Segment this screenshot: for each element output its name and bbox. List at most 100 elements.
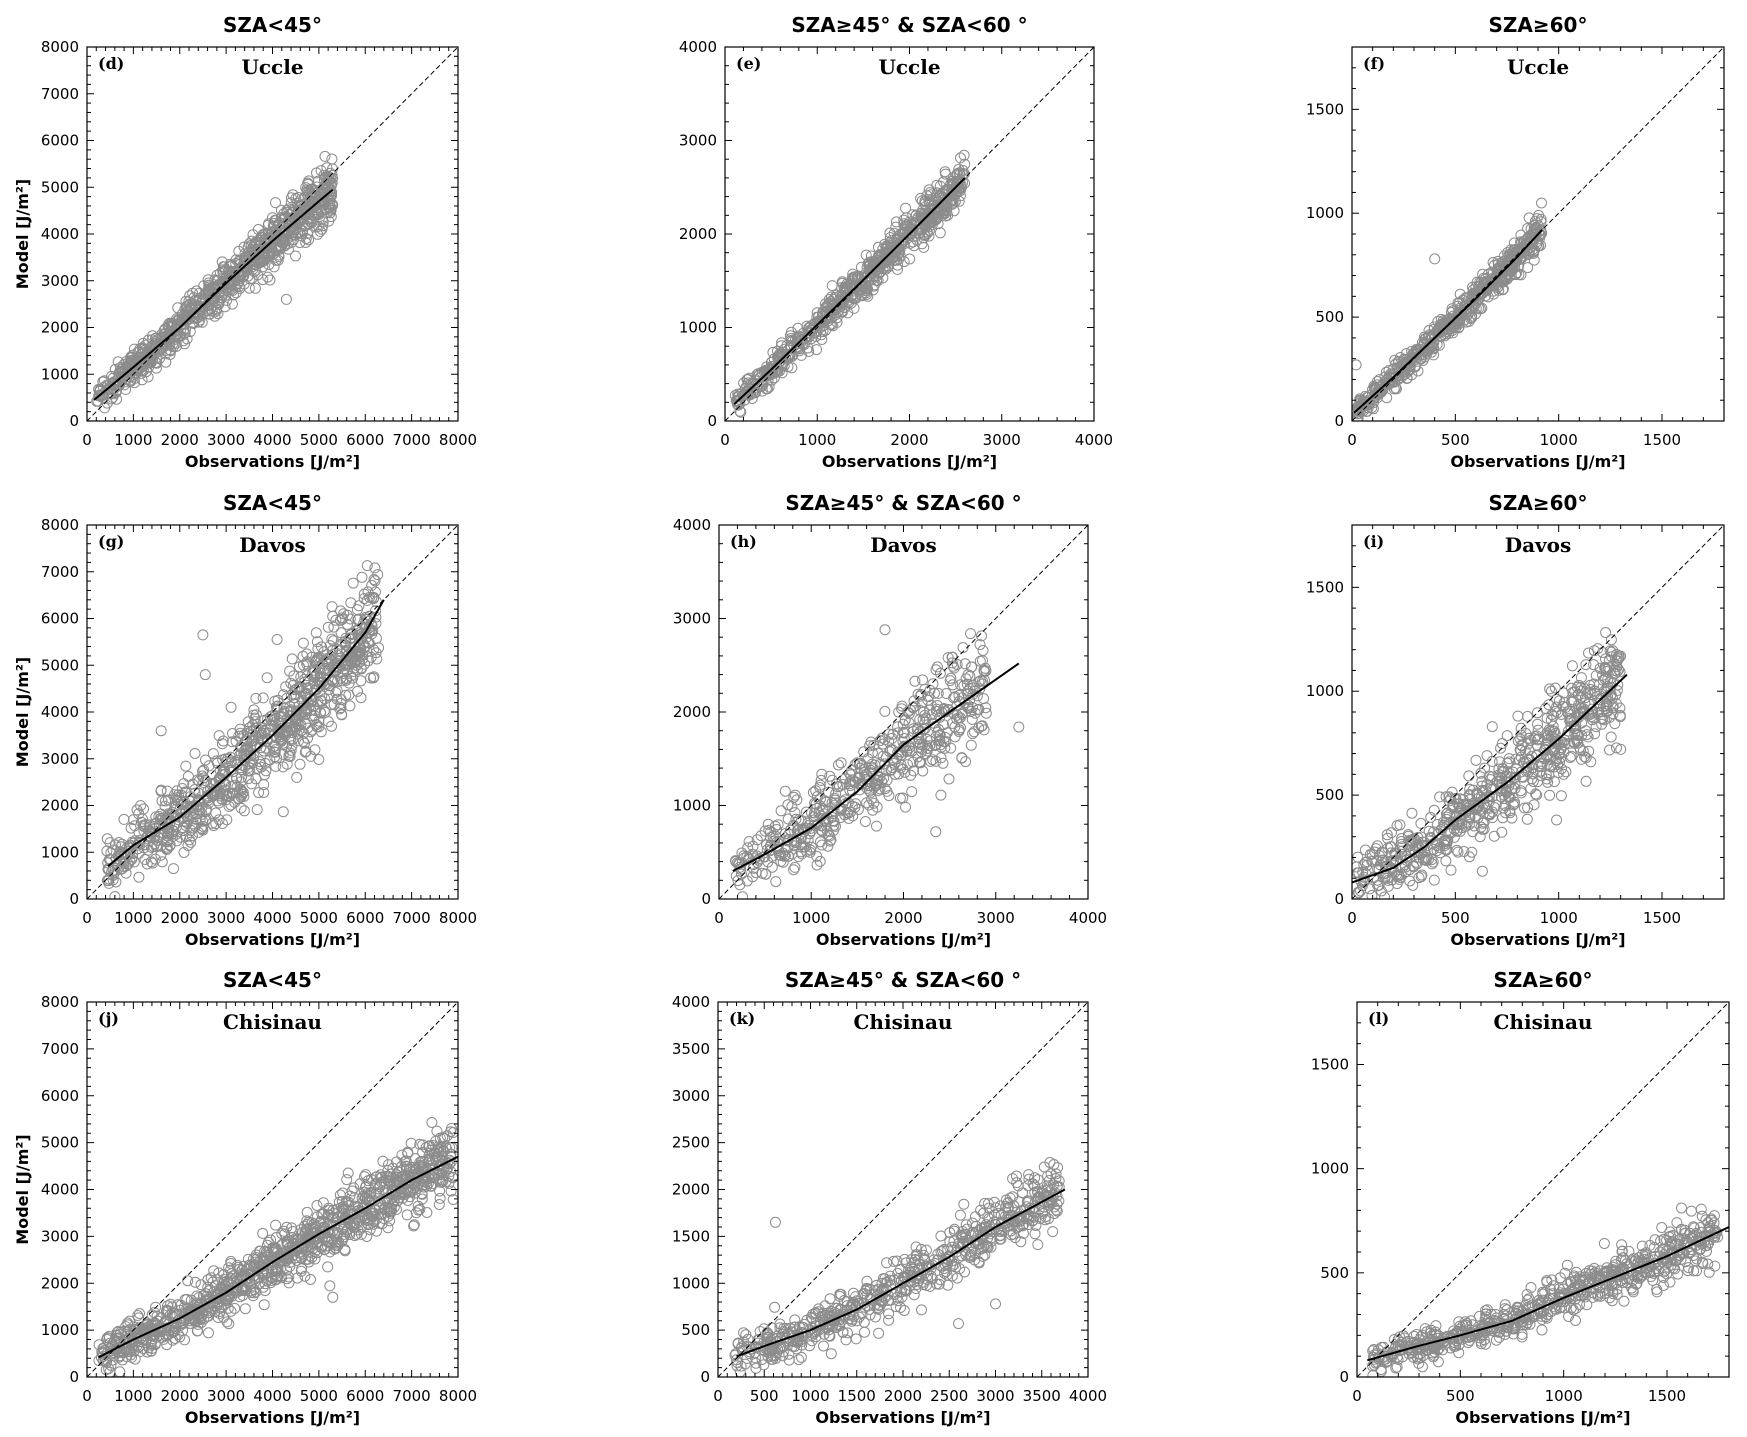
scatter-point [104,378,116,390]
x-tick-label: 0 [714,909,724,927]
scatter-point [269,746,281,758]
scatter-point [958,149,970,161]
scatter-point [816,839,828,851]
scatter-point [904,253,916,265]
scatter-point [132,365,143,377]
scatter-point [906,227,918,239]
y-tick-label: 0 [1334,412,1344,430]
scatter-point [1352,404,1362,416]
scatter-point [932,687,944,699]
scatter-point [112,356,124,368]
scatter-point [188,807,200,819]
scatter-point [194,314,206,326]
y-tick-label: 6000 [41,610,79,628]
scatter-point [893,238,905,250]
x-tick-label: 2000 [884,909,922,927]
scatter-point [193,775,205,787]
scatter-point [1428,804,1440,816]
scatter-point [142,334,154,346]
scatter-point [373,642,385,654]
scatter-point [236,771,247,783]
scatter-point [283,750,295,762]
scatter-point [180,787,192,799]
scatter-point [138,821,150,833]
scatter-point [1419,351,1431,363]
y-tick-label: 1000 [1306,204,1344,222]
scatter-point [284,665,296,677]
scatter-point [1394,352,1406,363]
scatter-point [1548,745,1560,756]
chart-i-fit-line [1352,673,1628,884]
scatter-point [879,758,891,770]
scatter-point [409,1163,421,1175]
scatter-point [930,755,942,767]
scatter-point [340,689,352,701]
scatter-point [176,783,188,794]
scatter-point [1379,891,1390,899]
scatter-point [900,202,912,214]
scatter-point [839,773,851,785]
scatter-point [1485,267,1497,278]
scatter-point [851,757,863,769]
scatter-point [1565,750,1577,762]
scatter-point [1467,801,1479,813]
scatter-point [189,748,201,759]
scatter-point [945,672,957,684]
chart-d-scatter [91,150,339,414]
x-tick-label: 1000 [1540,909,1578,927]
scatter-point [960,756,972,768]
scatter-point [1384,841,1396,853]
y-tick-label: 0 [1334,890,1344,908]
x-tick-label: 0 [82,909,92,927]
scatter-point [852,804,864,815]
scatter-point [781,339,793,351]
scatter-point [264,274,276,286]
scatter-point [1543,769,1555,781]
scatter-point [1501,730,1513,742]
scatter-point [908,765,920,777]
scatter-point [938,736,950,748]
scatter-point [1411,839,1423,851]
x-tick-label: 6000 [346,909,384,927]
chart-h-scatter [730,624,1025,899]
scatter-point [1426,858,1438,870]
scatter-outlier [930,826,942,838]
scatter-point [203,760,215,772]
scatter-point [1497,812,1509,824]
scatter-point [751,834,763,846]
scatter-outlier [271,634,283,645]
chart-f-station-label: Uccle [1507,55,1569,79]
scatter-point [775,805,787,817]
scatter-point [1549,682,1561,694]
scatter-point [741,374,753,386]
scatter-outlier [1551,814,1563,826]
scatter-point [305,1274,316,1285]
scatter-point [955,679,967,691]
scatter-point [311,636,323,648]
scatter-point [1544,683,1556,695]
y-tick-label: 5000 [41,178,79,196]
chart-i: 0 500 1000 1500050010001500SZA≥60°Observati… [1306,491,1725,949]
scatter-point [178,847,190,858]
scatter-point [302,697,314,709]
scatter-point [166,824,178,836]
scatter-point [789,861,801,873]
scatter-point [258,787,270,798]
scatter-point [1361,860,1373,871]
scatter-point [218,776,230,788]
scatter-point [897,726,909,738]
scatter-point [280,681,292,693]
scatter-point [149,344,161,356]
scatter-point [839,794,851,806]
scatter-point [202,274,214,286]
chart-g-panel-letter: (g) [98,532,124,551]
scatter-point [1560,701,1572,713]
scatter-point [345,597,357,609]
y-tick-label: 3000 [41,750,79,768]
chart-h: 0 1000 2000 3000 400001000200030004000SZA≥45… [673,491,1107,949]
scatter-point [340,674,352,686]
chart-g: 0 1000 2000 3000 4000 5000 6000 7000 80000100020… [13,491,477,949]
scatter-point [934,227,946,239]
